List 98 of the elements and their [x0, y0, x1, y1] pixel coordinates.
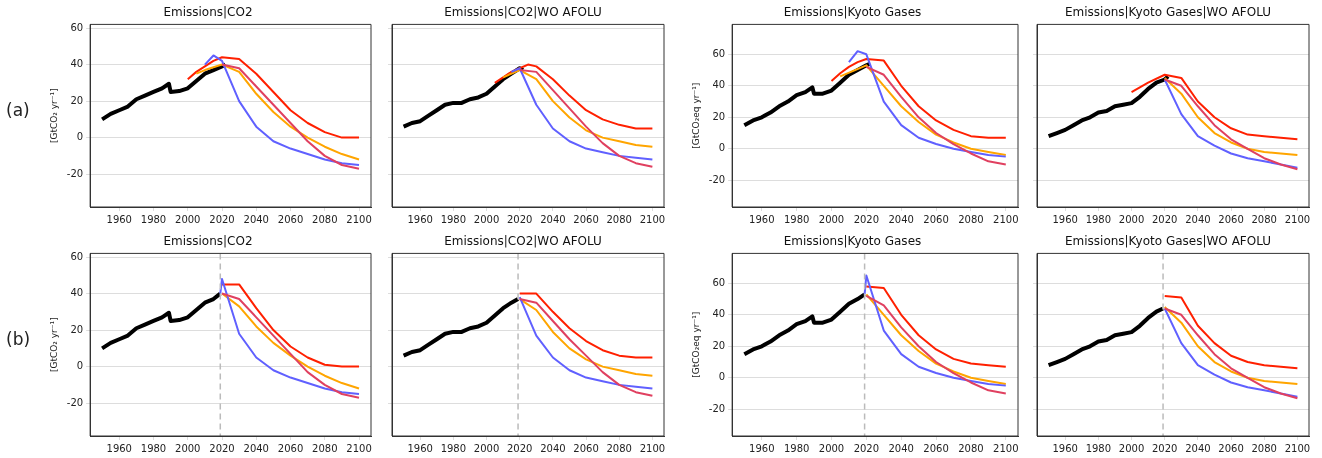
x-tick-label: 1960 [1052, 442, 1078, 454]
x-tick-label: 2020 [209, 442, 235, 454]
y-tick-label: 40 [712, 79, 726, 91]
x-tick-label: 2000 [818, 442, 845, 454]
x-tick-label: 2100 [993, 442, 1019, 454]
x-tick-label: 2080 [606, 213, 632, 225]
chart-title: Emissions|CO2 [163, 234, 253, 249]
y-axis-title: [GtCO₂ yr⁻¹] [48, 88, 59, 144]
text: (a) [6, 100, 30, 120]
x-tick-label: 2000 [473, 213, 500, 225]
x-tick-label: 2040 [540, 442, 566, 454]
x-tick-label: 2080 [312, 442, 338, 454]
x-tick-label: 2060 [1218, 442, 1244, 454]
y-tick-label: 0 [718, 142, 726, 154]
chart-title: Emissions|CO2 [163, 5, 253, 20]
x-tick-label: 2020 [853, 213, 880, 225]
y-tick-label: 20 [712, 110, 726, 122]
x-tick-label: 2100 [993, 213, 1019, 225]
x-tick-label: 1980 [1085, 442, 1112, 454]
x-tick-label: 2060 [277, 213, 304, 225]
y-tick-label: 40 [712, 308, 726, 320]
x-tick-label: 2020 [506, 213, 533, 225]
x-tick-label: 2020 [506, 442, 533, 454]
x-tick-label: 1960 [106, 442, 132, 454]
x-tick-label: 2080 [1251, 442, 1277, 454]
x-tick-label: 2100 [346, 442, 372, 454]
x-tick-label: 2020 [209, 213, 235, 225]
x-tick-label: 1980 [140, 213, 167, 225]
y-tick-label: 0 [76, 131, 84, 143]
y-tick-label: 20 [712, 339, 726, 351]
x-tick-label: 2080 [606, 442, 632, 454]
x-tick-label: 2080 [958, 442, 984, 454]
y-axis-title: [GtCO₂ yr⁻¹] [48, 317, 59, 373]
y-axis-title: [GtCO₂eq yr⁻¹] [690, 82, 701, 149]
x-tick-label: 1960 [407, 213, 433, 225]
x-tick-label: 1960 [106, 213, 132, 225]
x-tick-label: 2060 [1218, 213, 1244, 225]
y-tick-label: 0 [718, 371, 726, 383]
x-tick-label: 2100 [1284, 442, 1311, 454]
x-tick-label: 2040 [1185, 442, 1211, 454]
y-tick-label: 0 [76, 360, 84, 372]
x-tick-label: 2100 [1284, 213, 1311, 225]
x-tick-label: 2040 [888, 442, 914, 454]
x-tick-label: 2040 [243, 213, 269, 225]
y-tick-label: -20 [66, 167, 84, 179]
chart-title: Emissions|Kyoto Gases [783, 5, 922, 20]
x-tick-label: 1960 [749, 442, 775, 454]
chart-title: Emissions|Kyoto Gases [783, 234, 922, 249]
x-tick-label: 2020 [853, 442, 880, 454]
x-tick-label: 1980 [1085, 213, 1112, 225]
y-tick-label: 40 [70, 287, 84, 299]
x-tick-label: 2000 [175, 213, 201, 225]
chart-title: Emissions|CO2|WO AFOLU [444, 5, 602, 20]
x-tick-label: 1980 [440, 213, 467, 225]
x-tick-label: 2080 [958, 213, 984, 225]
x-tick-label: 2060 [573, 442, 599, 454]
chart-title: Emissions|Kyoto Gases|WO AFOLU [1064, 5, 1272, 20]
x-tick-label: 1980 [783, 213, 810, 225]
y-axis-title: [GtCO₂eq yr⁻¹] [690, 311, 701, 378]
x-tick-label: 2060 [573, 213, 599, 225]
x-tick-label: 2100 [639, 213, 666, 225]
x-tick-label: 2040 [540, 213, 566, 225]
y-tick-label: -20 [66, 396, 84, 408]
y-tick-label: -20 [708, 402, 726, 414]
y-tick-label: -20 [708, 173, 726, 185]
x-tick-label: 1960 [749, 213, 775, 225]
x-tick-label: 2000 [818, 213, 845, 225]
y-tick-label: 20 [70, 94, 84, 106]
x-tick-label: 2100 [639, 442, 666, 454]
y-tick-label: 60 [70, 250, 84, 262]
x-tick-label: 2000 [175, 442, 201, 454]
y-tick-label: 60 [712, 47, 726, 59]
y-tick-label: 60 [712, 276, 726, 288]
x-tick-label: 2000 [1118, 213, 1145, 225]
x-tick-label: 2040 [1185, 213, 1211, 225]
x-tick-label: 1980 [440, 442, 467, 454]
x-tick-label: 1960 [1052, 213, 1078, 225]
x-tick-label: 2000 [1118, 442, 1145, 454]
y-tick-label: 20 [70, 323, 84, 335]
x-tick-label: 2080 [1251, 213, 1277, 225]
chart-title: Emissions|Kyoto Gases|WO AFOLU [1064, 234, 1272, 249]
x-tick-label: 2040 [243, 442, 269, 454]
x-tick-label: 2020 [1151, 442, 1178, 454]
y-tick-label: 60 [70, 21, 84, 33]
chart-title: Emissions|CO2|WO AFOLU [444, 234, 602, 249]
x-tick-label: 2060 [923, 213, 949, 225]
x-tick-label: 2020 [1151, 213, 1178, 225]
x-tick-label: 1980 [783, 442, 810, 454]
x-tick-label: 2060 [277, 442, 304, 454]
y-tick-label: 40 [70, 58, 84, 70]
text: (b) [6, 329, 31, 349]
x-tick-label: 2100 [346, 213, 372, 225]
x-tick-label: 2000 [473, 442, 500, 454]
x-tick-label: 2040 [888, 213, 914, 225]
x-tick-label: 2080 [312, 213, 338, 225]
x-tick-label: 1980 [140, 442, 167, 454]
x-tick-label: 2060 [923, 442, 949, 454]
x-tick-label: 1960 [407, 442, 433, 454]
